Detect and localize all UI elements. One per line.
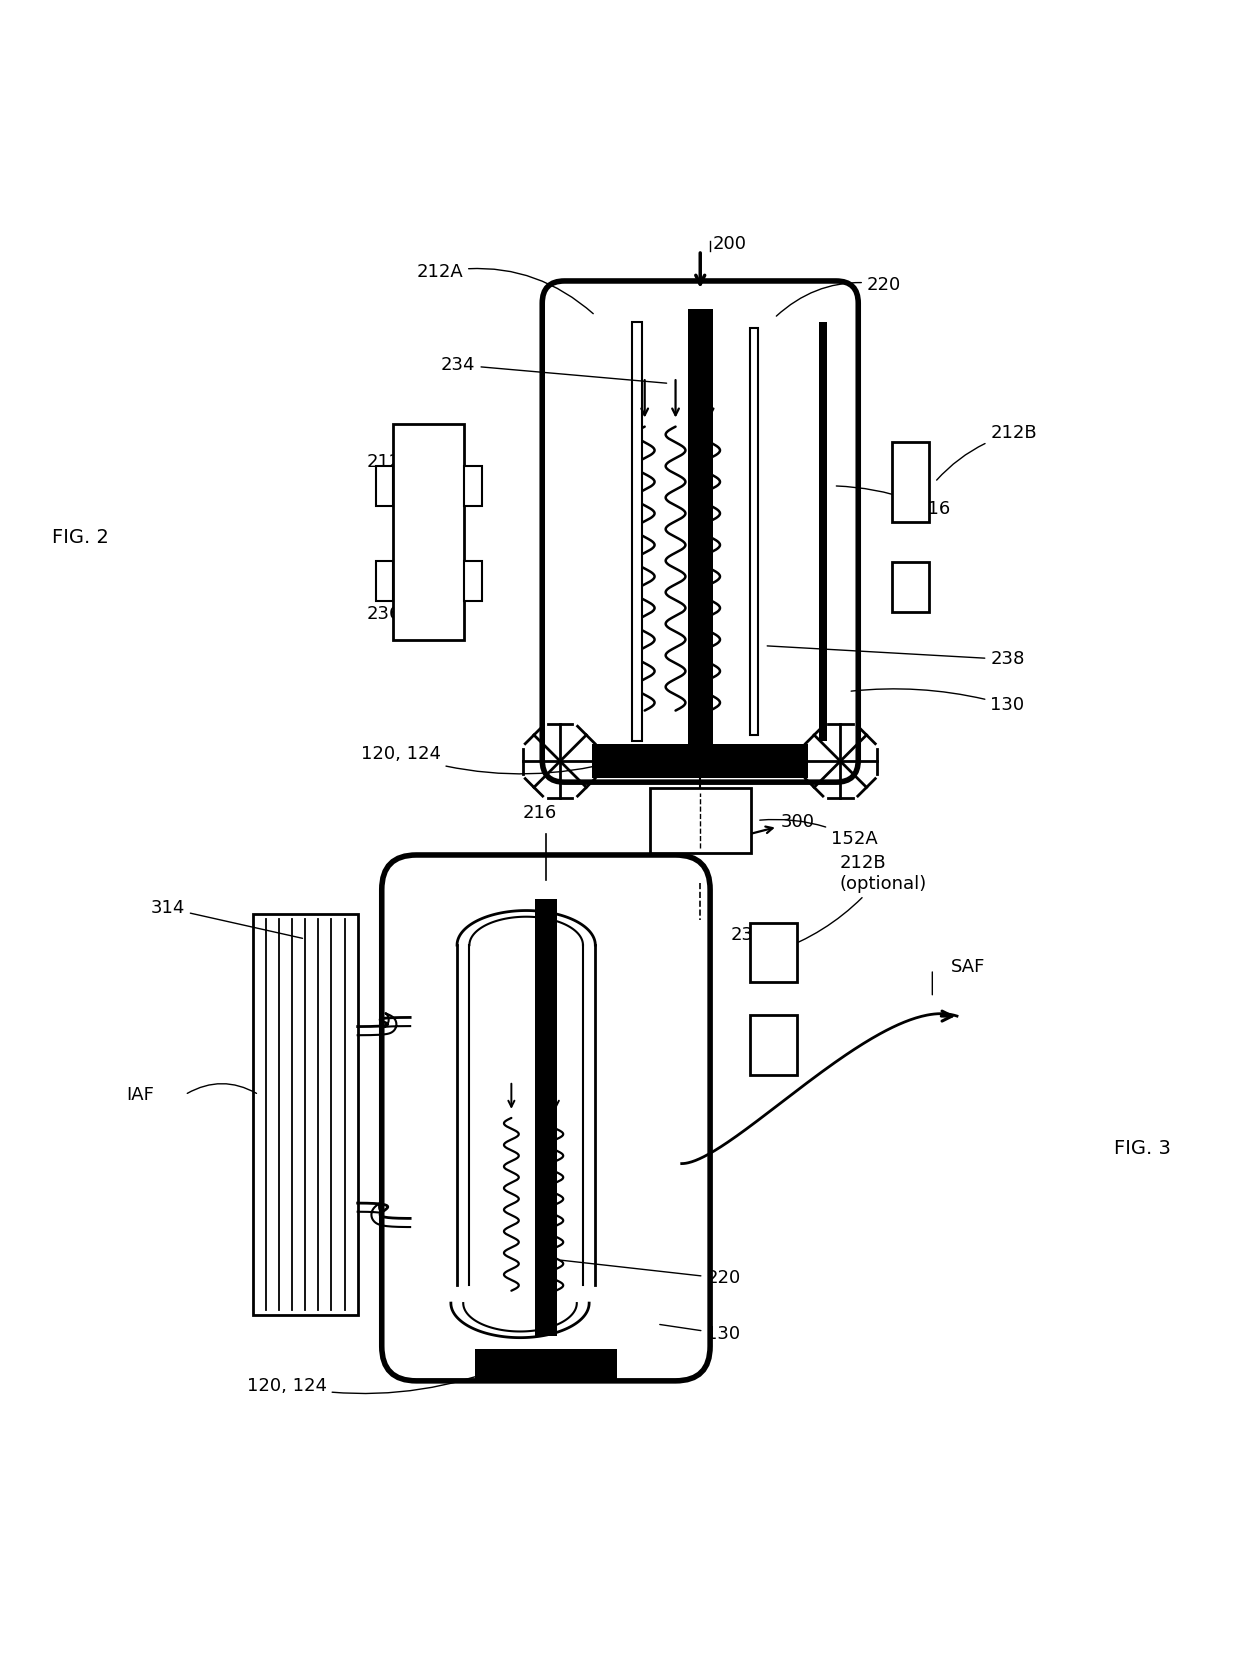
Text: 236: 236	[367, 587, 427, 622]
Text: 216: 216	[836, 485, 951, 517]
FancyBboxPatch shape	[382, 856, 711, 1381]
Bar	[465, 560, 482, 600]
Bar	[534, 899, 557, 1336]
Text: 314: 314	[150, 899, 303, 939]
Text: 212B
(optional): 212B (optional)	[776, 854, 928, 951]
Text: 300: 300	[691, 812, 815, 849]
Text: FIG. 3: FIG. 3	[1114, 1139, 1171, 1158]
Bar	[393, 424, 465, 639]
Text: 130: 130	[660, 1324, 740, 1343]
Bar	[750, 922, 796, 982]
Text: 120, 124: 120, 124	[247, 1364, 508, 1394]
Bar	[650, 789, 751, 852]
Text: 212B: 212B	[367, 454, 425, 472]
Bar	[475, 1349, 618, 1379]
Bar	[750, 1016, 796, 1074]
Text: 220: 220	[776, 275, 901, 317]
Text: IAF: IAF	[126, 1086, 154, 1104]
Bar	[892, 562, 929, 612]
Text: 238: 238	[768, 646, 1024, 669]
FancyBboxPatch shape	[542, 280, 858, 782]
Bar	[253, 914, 357, 1316]
Text: 130: 130	[851, 689, 1024, 714]
Text: 212B: 212B	[936, 424, 1037, 480]
Bar	[376, 465, 393, 505]
Text: SAF: SAF	[951, 957, 986, 976]
Bar	[892, 442, 929, 522]
Bar	[465, 465, 482, 505]
Bar	[818, 322, 827, 741]
Text: 230: 230	[732, 926, 765, 944]
Text: 220: 220	[560, 1261, 740, 1288]
Text: 216: 216	[522, 804, 557, 822]
Text: 120, 124: 120, 124	[361, 744, 614, 774]
Bar	[750, 329, 758, 736]
Bar	[376, 560, 393, 600]
Bar	[593, 744, 808, 779]
Text: 234: 234	[441, 355, 667, 384]
Text: 212A: 212A	[417, 264, 593, 314]
Bar	[632, 322, 642, 741]
Text: 152A: 152A	[760, 819, 878, 847]
Text: FIG. 2: FIG. 2	[52, 529, 109, 547]
Text: 200: 200	[713, 235, 746, 254]
Bar	[688, 309, 713, 754]
